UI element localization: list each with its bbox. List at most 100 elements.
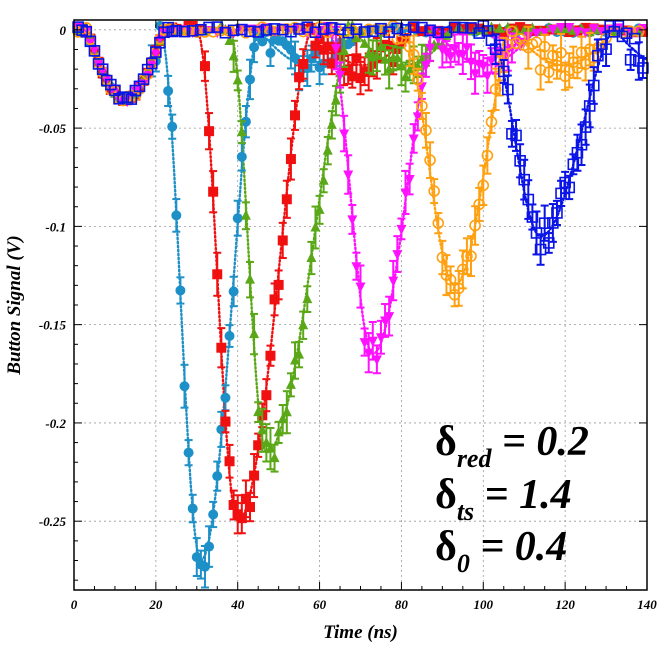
data-point (515, 22, 526, 33)
data-point (186, 25, 199, 37)
data-point (432, 26, 445, 39)
data-point (384, 40, 395, 51)
data-point (310, 221, 321, 232)
data-point (88, 45, 101, 57)
data-point (199, 561, 210, 572)
data-point (150, 49, 161, 60)
data-point (326, 22, 338, 34)
data-point (244, 74, 255, 85)
y-tick-label: -0.25 (39, 514, 67, 529)
data-point (485, 116, 498, 128)
data-point (190, 26, 203, 38)
data-point (411, 73, 424, 86)
data-point (556, 23, 567, 34)
annotation-2: δts = 1.4 (435, 472, 572, 526)
data-point (412, 112, 423, 123)
data-point (387, 20, 400, 32)
data-point (285, 25, 297, 38)
data-point (171, 210, 182, 221)
data-point (93, 60, 104, 71)
data-point (322, 144, 333, 155)
data-point (240, 26, 252, 39)
data-point (322, 41, 333, 52)
axis-ticks (73, 20, 648, 590)
data-point (183, 447, 194, 458)
data-point (466, 57, 477, 68)
data-point (466, 23, 477, 34)
data-point (486, 56, 497, 67)
data-point (253, 440, 264, 451)
data-point (473, 27, 485, 39)
data-point (420, 61, 431, 72)
data-point (580, 28, 591, 39)
data-point (167, 121, 178, 132)
data-point (600, 43, 612, 55)
data-point (506, 23, 517, 34)
data-point (416, 26, 427, 37)
data-point (551, 207, 563, 219)
data-point (392, 52, 403, 63)
data-point (477, 179, 490, 192)
data-point (326, 118, 337, 129)
data-point (359, 37, 370, 48)
data-point (220, 392, 231, 403)
y-tick-label: 0 (60, 23, 67, 38)
data-point (534, 64, 547, 76)
data-point (396, 60, 407, 71)
data-point (453, 21, 464, 32)
data-point (563, 181, 576, 194)
data-point (371, 355, 382, 366)
data-point (416, 21, 428, 34)
data-point (457, 24, 468, 35)
data-point (244, 25, 256, 38)
y-tick-label: -0.1 (45, 219, 66, 234)
data-point (212, 269, 223, 280)
data-point (273, 279, 284, 290)
data-point (347, 215, 358, 226)
data-point (240, 209, 251, 220)
data-point (355, 282, 366, 293)
data-point (100, 74, 113, 87)
data-point (199, 61, 210, 72)
data-point (294, 348, 305, 359)
data-point (547, 25, 558, 36)
data-point (560, 23, 571, 34)
data-point (343, 170, 354, 181)
data-point (309, 26, 322, 39)
data-point (244, 273, 255, 284)
data-point (121, 91, 134, 104)
data-point (350, 23, 363, 35)
data-marks (72, 19, 649, 589)
data-point (290, 52, 301, 63)
data-point (502, 83, 514, 96)
data-point (375, 333, 386, 344)
data-point (215, 24, 228, 37)
data-point (232, 74, 243, 85)
data-point (281, 406, 292, 417)
data-point (236, 513, 247, 524)
data-point (224, 456, 235, 467)
data-point (510, 129, 522, 142)
data-point (330, 44, 341, 55)
data-point (310, 40, 321, 51)
data-point (392, 250, 403, 261)
data-point (482, 71, 493, 82)
data-point (583, 100, 596, 112)
data-point (261, 436, 272, 447)
data-point (388, 276, 399, 287)
data-point (281, 23, 293, 35)
data-point (302, 293, 313, 304)
data-point (351, 32, 362, 43)
data-point (384, 312, 395, 323)
data-point (366, 25, 379, 38)
data-point (445, 52, 456, 63)
data-point (339, 45, 350, 56)
data-point (162, 21, 174, 34)
data-point (265, 350, 276, 361)
x-tick-label: 40 (230, 597, 245, 612)
data-point (334, 23, 346, 36)
data-point (109, 84, 121, 97)
data-point (317, 23, 330, 35)
data-point (203, 21, 215, 34)
data-point (204, 541, 215, 552)
